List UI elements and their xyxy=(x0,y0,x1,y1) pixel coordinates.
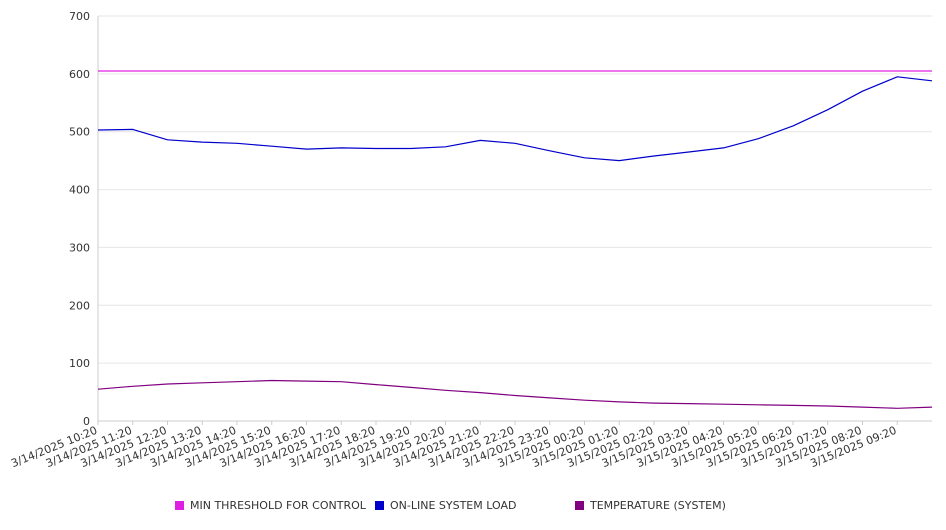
series-line-online-system-load[interactable] xyxy=(97,76,933,162)
series-lines xyxy=(97,70,933,409)
y-tick-label: 100 xyxy=(69,357,90,370)
legend-swatch-temperature-system xyxy=(575,500,584,510)
y-tick-label: 500 xyxy=(69,126,90,139)
legend-item-min-threshold[interactable]: MIN THRESHOLD FOR CONTROL xyxy=(175,496,366,514)
legend-label-min-threshold: MIN THRESHOLD FOR CONTROL xyxy=(190,498,366,512)
grid-lines xyxy=(98,15,932,364)
y-tick-label: 200 xyxy=(69,299,90,312)
series-line-temperature-system[interactable] xyxy=(97,379,933,409)
legend: MIN THRESHOLD FOR CONTROL ON-LINE SYSTEM… xyxy=(0,496,946,516)
legend-swatch-min-threshold xyxy=(175,500,184,510)
y-tick-labels: 0 100 200 300 400 500 600 700 xyxy=(69,10,90,428)
y-tick-label: 0 xyxy=(83,415,90,428)
x-tick-labels: 3/14/2025 10:203/14/2025 11:203/14/2025 … xyxy=(9,421,898,470)
legend-label-temperature-system: TEMPERATURE (SYSTEM) xyxy=(590,498,726,512)
y-tick-label: 600 xyxy=(69,68,90,81)
legend-label-online-system-load: ON-LINE SYSTEM LOAD xyxy=(390,498,517,512)
y-tick-label: 300 xyxy=(69,241,90,254)
legend-swatch-online-system-load xyxy=(375,500,384,510)
legend-item-online-system-load[interactable]: ON-LINE SYSTEM LOAD xyxy=(375,496,516,514)
axes xyxy=(97,16,932,422)
y-tick-label: 400 xyxy=(69,184,90,197)
legend-item-temperature-system[interactable]: TEMPERATURE (SYSTEM) xyxy=(575,496,726,514)
y-tick-label: 700 xyxy=(69,10,90,23)
